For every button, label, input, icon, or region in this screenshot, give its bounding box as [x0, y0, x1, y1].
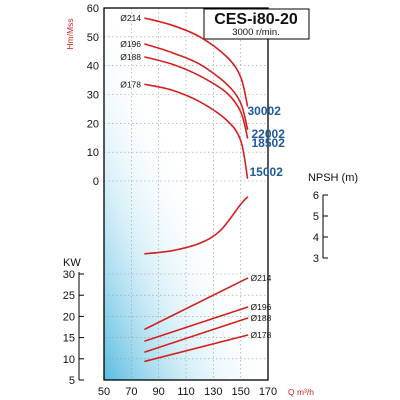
power-diameter-label: Ø196: [251, 302, 272, 312]
x-tick-label: 50: [98, 386, 110, 398]
npsh-curves: [144, 196, 249, 255]
head-axis-label: Hm/Mss: [65, 18, 75, 49]
power-tick-label: 25: [63, 290, 75, 302]
power-diameter-label: Ø214: [251, 273, 272, 283]
power-tick-label: 15: [63, 333, 75, 345]
model-label-18502: 18502: [252, 136, 286, 150]
power-curve: [144, 317, 249, 353]
model-label-22002: 22002: [252, 127, 286, 141]
power-axis: 30 25 20 15 10 5: [63, 269, 84, 387]
power-axis-label: KW: [63, 257, 81, 269]
power-tick-label: 20: [63, 311, 75, 323]
npsh-curve: [144, 196, 249, 255]
npsh-tick-label: 5: [313, 211, 319, 223]
power-diameter-label: Ø178: [251, 330, 272, 340]
head-curve-18502: [144, 56, 249, 139]
power-curve: [144, 277, 249, 330]
power-diameter-label: Ø188: [251, 313, 272, 323]
power-curve: [144, 306, 249, 342]
head-diameter-label: Ø188: [120, 52, 141, 62]
x-tick-label: 170: [259, 386, 277, 398]
x-tick-label: 110: [177, 386, 195, 398]
npsh-tick-label: 3: [313, 253, 319, 265]
head-curve-15002: [144, 83, 249, 179]
npsh-axis-label: NPSH (m): [308, 172, 358, 184]
head-axis-ticks: 60 50 40 30 20 10 0: [87, 3, 99, 188]
x-axis-label: Q m³/h: [288, 387, 314, 397]
head-tick-label: 50: [87, 32, 99, 44]
npsh-tick-label: 6: [313, 190, 319, 202]
npsh-axis: 6 5 4 3: [313, 190, 328, 265]
plot-frame: [103, 7, 269, 381]
head-diameter-label: Ø178: [120, 79, 141, 89]
x-axis-ticks: 50 70 90 110 130 150 170: [98, 386, 277, 398]
head-tick-label: 60: [87, 3, 99, 15]
chart-title: CES-i80-20: [214, 11, 298, 28]
power-curve: [144, 334, 249, 363]
power-tick-label: 10: [63, 354, 75, 366]
title-box-border: [203, 8, 310, 40]
head-curve-30002: [144, 17, 249, 107]
head-tick-label: 10: [87, 147, 99, 159]
x-tick-label: 70: [125, 386, 137, 398]
model-label-15002: 15002: [250, 165, 284, 179]
model-label-30002: 30002: [248, 104, 282, 118]
npsh-tick-label: 4: [313, 232, 319, 244]
head-diameter-label: Ø214: [120, 13, 141, 23]
power-tick-label: 5: [69, 375, 75, 387]
head-curves: Ø214 30002 Ø196 22002 Ø188 18502 Ø178 15002: [120, 13, 285, 179]
head-curve-22002: [144, 43, 249, 130]
x-tick-label: 130: [204, 386, 222, 398]
chart-subtitle: 3000 r/min.: [232, 27, 280, 38]
power-tick-label: 30: [63, 269, 75, 281]
head-tick-label: 30: [87, 90, 99, 102]
head-diameter-label: Ø196: [120, 39, 141, 49]
x-tick-label: 150: [231, 386, 249, 398]
head-tick-label: 40: [87, 61, 99, 73]
head-tick-label: 20: [87, 118, 99, 130]
head-tick-label: 0: [93, 176, 99, 188]
x-tick-label: 90: [153, 386, 165, 398]
title-box: CES-i80-20 3000 r/min.: [203, 8, 310, 40]
